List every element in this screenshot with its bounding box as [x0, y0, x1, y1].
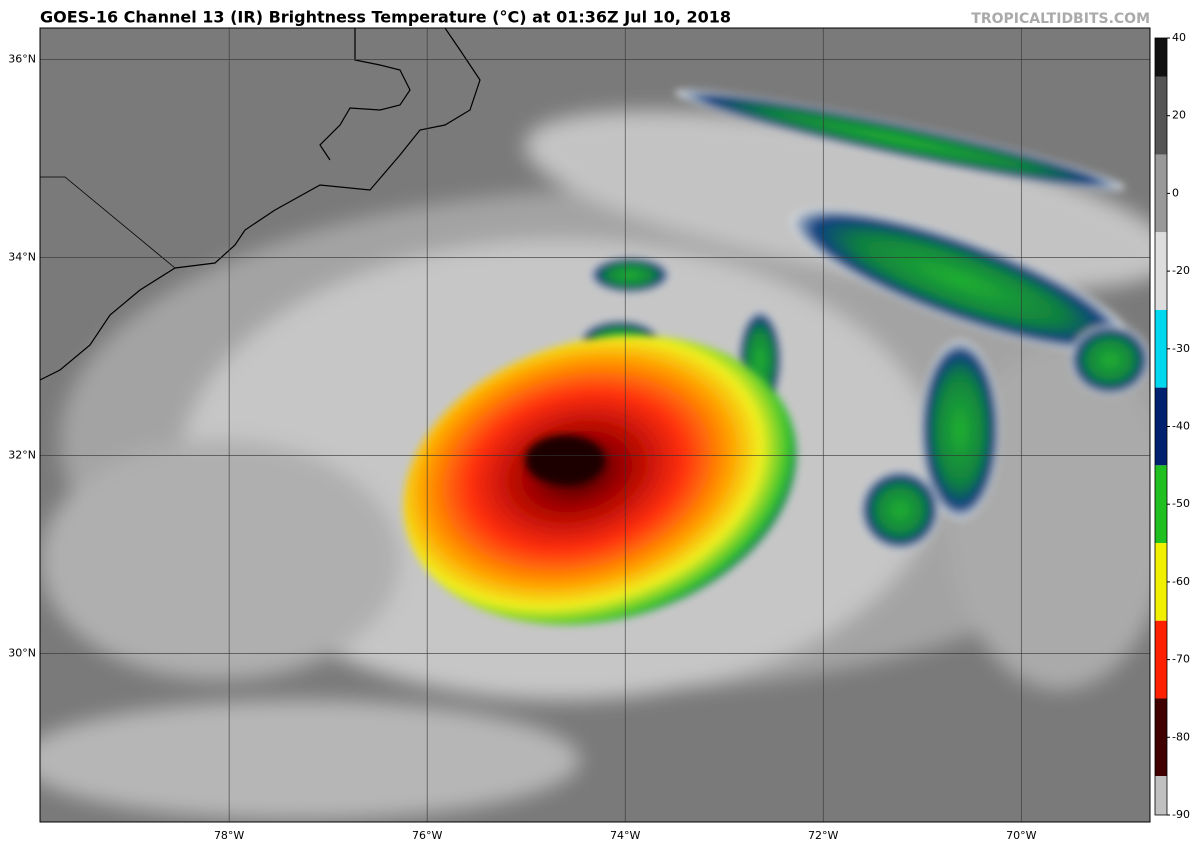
colorbar-swatch: [1155, 76, 1167, 155]
colorbar-swatch: [1155, 698, 1167, 777]
colorbar-swatch: [1155, 543, 1167, 621]
colorbar-swatch: [1155, 38, 1167, 77]
watermark: TROPICALTIDBITS.COM: [971, 11, 1150, 27]
lat-label: 36°N: [8, 53, 36, 66]
colorbar-label: 20: [1172, 109, 1186, 122]
colorbar-label: -30: [1172, 342, 1190, 355]
colorbar-label: -70: [1172, 653, 1190, 666]
lat-label: 30°N: [8, 647, 36, 660]
lon-label: 76°W: [412, 829, 442, 842]
colorbar-swatch: [1155, 232, 1167, 310]
colorbar-label: 40: [1172, 31, 1186, 44]
colorbar-label: -80: [1172, 730, 1190, 743]
colorbar-label: -60: [1172, 575, 1190, 588]
title: GOES-16 Channel 13 (IR) Brightness Tempe…: [40, 8, 731, 27]
colorbar-label: 0: [1172, 186, 1179, 199]
colorbar-label: -50: [1172, 497, 1190, 510]
colorbar-label: -20: [1172, 264, 1190, 277]
imagery: [40, 28, 1150, 822]
colorbar-swatch: [1155, 465, 1167, 544]
lon-label: 74°W: [610, 829, 640, 842]
colorbar-swatch: [1155, 154, 1167, 233]
lon-label: 72°W: [808, 829, 838, 842]
lon-label: 78°W: [214, 829, 244, 842]
colorbar-label: -90: [1172, 808, 1190, 821]
lon-label: 70°W: [1006, 829, 1036, 842]
colorbar: 40 20 0 -20 -30 -40 -50 -60 -70 -80 -90: [1154, 31, 1190, 821]
lat-label: 32°N: [8, 449, 36, 462]
coastline: [40, 28, 481, 381]
colorbar-swatch: [1155, 776, 1167, 815]
lat-label: 34°N: [8, 251, 36, 264]
graticule: 36°N 34°N 32°N 30°N 78°W 76°W 74°W 72°W 70°W: [8, 28, 1150, 842]
colorbar-label: -40: [1172, 420, 1190, 433]
colorbar-swatch: [1155, 387, 1167, 466]
map-frame: [39, 27, 1151, 823]
colorbar-swatch: [1155, 309, 1167, 388]
colorbar-swatch: [1155, 620, 1167, 699]
